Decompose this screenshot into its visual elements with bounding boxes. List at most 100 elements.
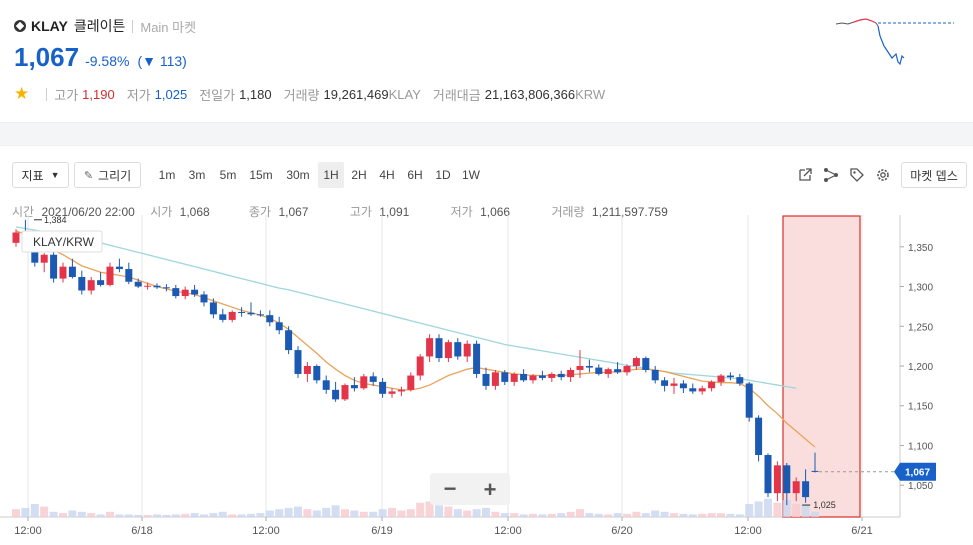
info-low-value: 1,066 [480,205,511,219]
candle-body [379,381,387,394]
ma-long-line [15,226,797,389]
interval-4h[interactable]: 4H [379,168,395,182]
high-marker-label: 1,384 [44,215,67,225]
y-tick-label: 1,300 [908,283,933,294]
tag-icon[interactable] [849,167,865,183]
volume-bar [632,511,641,517]
candlestick-chart[interactable]: 1,350 1,300 1,250 1,200 1,150 1,100 1,050 12:00… [0,215,973,545]
candle-body [811,470,819,472]
volume-bar [256,513,265,517]
interval-1d[interactable]: 1D [435,168,451,182]
x-tick-label: 6/18 [131,525,152,537]
volume-bar [726,513,735,517]
volume-bar [209,513,218,517]
volume-bar [594,513,603,517]
volume-bar [218,511,227,517]
zoom-in-button[interactable]: + [484,477,497,502]
popout-icon[interactable] [797,167,813,183]
stat-prev-label: 전일가 [199,87,236,103]
coin-symbol: KLAY [31,18,68,34]
volume-bar [651,510,660,517]
market-depth-button[interactable]: 마켓 뎁스 [901,162,967,188]
interval-30m[interactable]: 30m [286,168,310,182]
zoom-out-button[interactable]: − [444,476,457,501]
current-price-label: 1,067 [905,468,930,479]
interval-1w[interactable]: 1W [462,168,480,182]
volume-bar [482,507,490,517]
candle-body [783,465,791,494]
candle-body [689,388,697,392]
candle-body [595,367,603,374]
settings-gear-icon[interactable] [875,167,891,183]
info-time-label: 시간 [12,205,35,219]
candle-body [200,294,208,303]
volume-bar [30,504,39,517]
candle-body [426,338,434,357]
x-tick-label: 6/20 [611,525,632,537]
volume-bar [237,514,246,517]
candle-body [332,389,340,400]
interval-6h[interactable]: 6H [407,168,423,182]
interval-2h[interactable]: 2H [351,168,367,182]
candle-body [416,356,424,376]
candle-body [510,373,518,382]
volume-bar [341,509,349,517]
volume-bar [124,514,133,517]
candle-body [557,373,565,378]
change-percent: -9.58% [85,53,130,69]
candle-body [97,280,105,285]
volume-bar [106,511,114,517]
candle-body [548,373,556,378]
volume-bar [68,510,77,517]
stat-amount-label: 거래대금 [432,87,481,103]
y-tick-label: 1,350 [908,243,933,254]
candle-body [172,288,180,297]
volume-bar [425,501,434,517]
candle-body [238,311,246,313]
interval-5m[interactable]: 5m [219,168,237,182]
share-icon[interactable] [823,167,839,183]
series-label-box [21,230,103,253]
volume-bar [171,514,180,517]
volume-bar [604,514,613,517]
candle-body [209,302,217,315]
interval-1m[interactable]: 1m [158,168,176,182]
info-time-value: 2021/06/20 22:00 [41,205,135,219]
interval-15m[interactable]: 15m [249,168,273,182]
candle-body [144,285,152,287]
stat-low-value: 1,025 [154,86,188,102]
volume-bar [801,504,810,517]
y-tick-label: 1,100 [908,441,933,452]
volume-bar [754,501,763,517]
x-tick-label: 12:00 [14,525,42,537]
draw-button[interactable]: ✎ 그리기 [74,162,141,188]
volume-bar [764,498,772,517]
candle-body [614,369,622,373]
candle-body [529,375,537,381]
candle-body [482,373,490,386]
candle-body [708,381,716,389]
candle-body [585,366,593,368]
candle-body [632,358,640,366]
volume-bar [331,505,340,517]
interval-3m[interactable]: 3m [188,168,206,182]
y-tick-label: 1,200 [908,362,933,373]
indicator-button[interactable]: 지표 ▼ [12,162,69,188]
volume-bar [698,513,707,517]
volume-bar [12,509,20,517]
favorite-star-icon[interactable]: ★ [14,84,30,103]
volume-bar [613,513,622,517]
divider [46,87,48,101]
x-tick-label: 6/21 [851,525,872,537]
candle-body [162,287,170,289]
ma-short-line [15,230,816,448]
info-low-label: 저가 [450,205,473,219]
interval-1h[interactable]: 1H [318,162,344,188]
candle-body [115,266,123,270]
volume-bar [688,514,697,517]
volume-bar [369,511,378,517]
candle-body [134,281,142,287]
volume-bar [707,513,716,517]
info-volume-label: 거래량 [551,205,585,219]
volume-bar [40,506,49,517]
